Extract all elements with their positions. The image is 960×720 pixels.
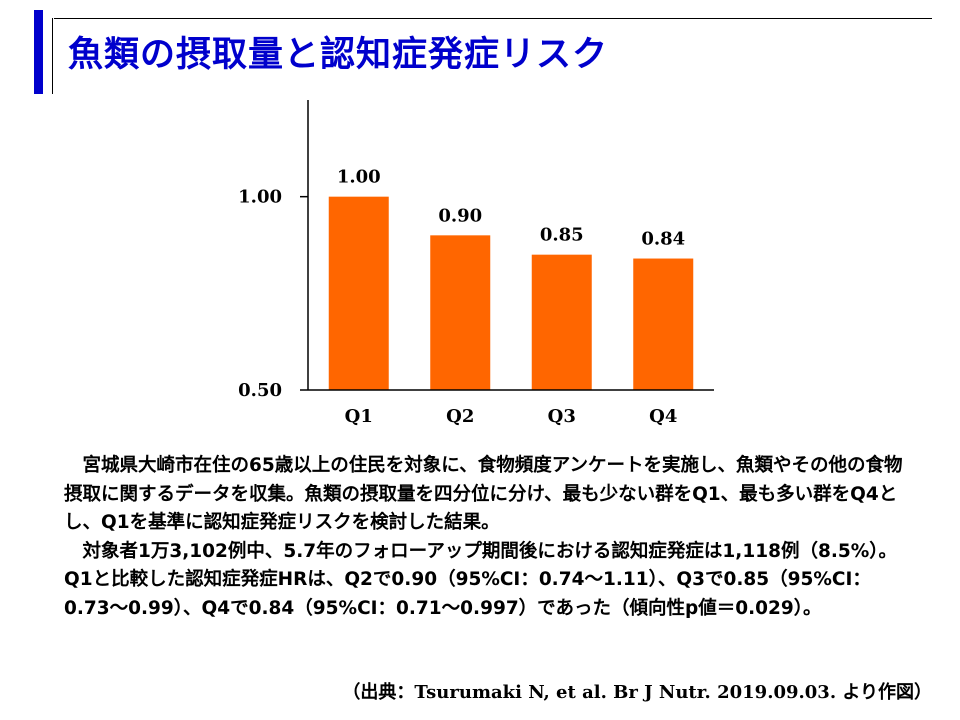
title-accent-bar (34, 10, 43, 94)
description-paragraph-2: 対象者1万3,102例中、5.7年のフォローアップ期間後における認知症発症は1,… (64, 540, 898, 619)
title-side-rule (52, 18, 53, 94)
value-label-q4: 0.84 (641, 229, 685, 250)
x-tick-label-q2: Q2 (446, 406, 474, 427)
x-tick-label-q4: Q4 (649, 406, 677, 427)
description-paragraph-1: 宮城県大崎市在住の65歳以上の住民を対象に、食物頻度アンケートを実施し、魚類やそ… (64, 455, 903, 533)
value-label-q1: 1.00 (337, 167, 381, 188)
bar-q2 (430, 235, 491, 390)
page-title: 魚類の摂取量と認知症発症リスク (68, 35, 609, 75)
bar-q3 (531, 254, 592, 390)
bar-group (328, 196, 694, 390)
x-tick-label-group: Q1 Q2 Q3 Q4 (345, 406, 678, 427)
y-tick-group: 0.50 1.00 (238, 187, 308, 401)
value-label-group: 1.00 0.90 0.85 0.84 (337, 167, 685, 250)
y-tick-label: 0.50 (238, 380, 282, 401)
source-citation: （出典：Tsurumaki N, et al. Br J Nutr. 2019.… (342, 682, 932, 703)
bar-q4 (633, 258, 694, 390)
x-tick-label-q3: Q3 (548, 406, 576, 427)
value-label-q3: 0.85 (540, 225, 584, 246)
title-top-rule (54, 18, 932, 19)
bar-chart: 1.00 0.90 0.85 0.84 Q1 Q2 Q3 Q4 0.50 1.00 (238, 100, 714, 427)
bar-q1 (328, 196, 389, 390)
value-label-q2: 0.90 (438, 205, 482, 226)
description: 宮城県大崎市在住の65歳以上の住民を対象に、食物頻度アンケートを実施し、魚類やそ… (64, 452, 914, 623)
y-tick-label: 1.00 (238, 187, 282, 208)
x-tick-label-q1: Q1 (345, 406, 373, 427)
